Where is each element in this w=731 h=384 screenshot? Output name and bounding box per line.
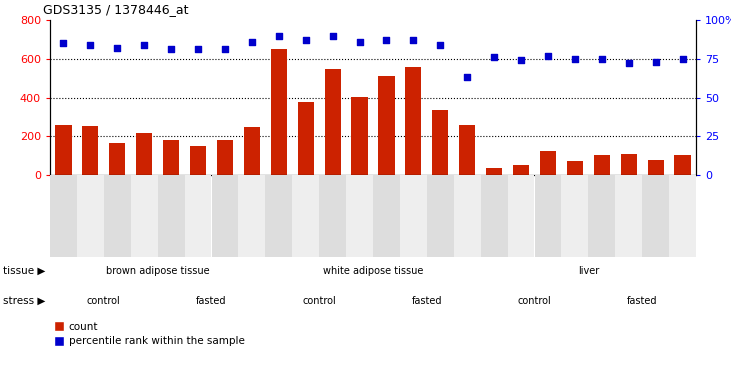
Bar	[561, 175, 588, 257]
Text: control: control	[303, 296, 336, 306]
Point	[596, 56, 607, 62]
Point	[542, 53, 554, 59]
Bar	[588, 175, 616, 257]
Point	[488, 54, 500, 60]
Point	[569, 56, 580, 62]
Point	[677, 56, 689, 62]
Point	[165, 46, 177, 53]
Bar	[616, 175, 642, 257]
Bar	[432, 110, 448, 175]
Point	[354, 39, 366, 45]
Bar	[669, 175, 696, 257]
Text: GDS3135 / 1378446_at: GDS3135 / 1378446_at	[42, 3, 188, 16]
Point	[219, 46, 231, 53]
Text: control: control	[518, 296, 551, 306]
Text: fasted: fasted	[412, 296, 442, 306]
Text: fasted: fasted	[196, 296, 227, 306]
Point	[434, 42, 446, 48]
Bar	[292, 175, 319, 257]
Text: fasted: fasted	[627, 296, 657, 306]
Point	[461, 74, 473, 80]
Bar	[352, 96, 368, 175]
Point	[650, 59, 662, 65]
Point	[327, 32, 338, 38]
Point	[192, 46, 204, 53]
Bar	[507, 175, 534, 257]
Bar	[211, 175, 238, 257]
Bar	[346, 175, 373, 257]
Point	[111, 45, 123, 51]
Text: brown adipose tissue: brown adipose tissue	[106, 266, 210, 276]
Bar	[136, 133, 152, 175]
Bar	[217, 140, 233, 175]
Bar	[104, 175, 131, 257]
Bar	[163, 140, 179, 175]
Bar	[158, 175, 185, 257]
Bar	[270, 50, 287, 175]
Bar	[454, 175, 481, 257]
Point	[623, 60, 635, 66]
Bar	[400, 175, 427, 257]
Bar	[56, 125, 72, 175]
Text: liver: liver	[577, 266, 599, 276]
Bar	[486, 168, 502, 175]
Bar	[77, 175, 104, 257]
Bar	[513, 166, 529, 175]
Point	[246, 39, 258, 45]
Bar	[298, 102, 314, 175]
Bar	[405, 67, 422, 175]
Legend: count, percentile rank within the sample: count, percentile rank within the sample	[56, 322, 245, 346]
Text: stress ▶: stress ▶	[3, 296, 45, 306]
Bar	[621, 154, 637, 175]
Bar	[190, 146, 206, 175]
Bar	[427, 175, 454, 257]
Bar	[481, 175, 507, 257]
Bar	[675, 155, 691, 175]
Bar	[325, 69, 341, 175]
Point	[381, 37, 393, 43]
Bar	[648, 161, 664, 175]
Bar	[131, 175, 158, 257]
Text: control: control	[87, 296, 121, 306]
Bar	[83, 126, 99, 175]
Bar	[459, 125, 475, 175]
Point	[407, 37, 419, 43]
Point	[85, 42, 96, 48]
Point	[138, 42, 150, 48]
Point	[58, 40, 69, 46]
Point	[300, 37, 311, 43]
Bar	[265, 175, 292, 257]
Text: white adipose tissue: white adipose tissue	[323, 266, 423, 276]
Bar	[642, 175, 669, 257]
Point	[515, 57, 527, 63]
Bar	[594, 155, 610, 175]
Bar	[534, 175, 561, 257]
Bar	[373, 175, 400, 257]
Bar	[50, 175, 77, 257]
Bar	[319, 175, 346, 257]
Bar	[238, 175, 265, 257]
Bar	[109, 143, 126, 175]
Bar	[567, 161, 583, 175]
Bar	[244, 127, 260, 175]
Point	[273, 32, 284, 38]
Bar	[379, 76, 395, 175]
Bar	[540, 151, 556, 175]
Bar	[185, 175, 211, 257]
Text: tissue ▶: tissue ▶	[3, 266, 45, 276]
